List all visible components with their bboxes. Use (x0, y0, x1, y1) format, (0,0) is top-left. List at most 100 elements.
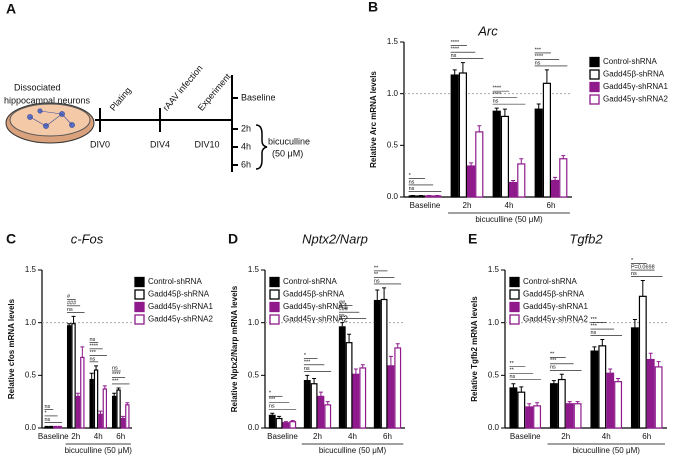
bar (525, 406, 534, 429)
significance-label: ### (339, 307, 349, 313)
error-bar (575, 401, 580, 404)
significance-label: ns (112, 365, 118, 371)
y-axis-label: Relative cfos mRNA levels (7, 298, 16, 399)
bar (71, 323, 76, 429)
error-bar (318, 391, 323, 397)
significance-label: # (67, 294, 71, 300)
error-bar (67, 323, 72, 326)
significance-label: ns (631, 271, 637, 277)
bar (89, 378, 94, 429)
legend-swatch (269, 289, 280, 300)
y-tick-label: 0.0 (248, 423, 260, 432)
error-bar (89, 372, 94, 380)
significance-label: * (631, 258, 634, 264)
legend-swatch (269, 314, 280, 325)
error-bar (49, 425, 54, 427)
error-bar (527, 403, 532, 407)
error-bar (75, 392, 80, 397)
significance-label: ns (89, 356, 95, 362)
day-label: DIV0 (90, 139, 110, 149)
bar (359, 367, 367, 429)
bar (433, 195, 442, 198)
bar (654, 366, 663, 429)
panel-label: A (6, 1, 16, 17)
bar (125, 404, 130, 429)
error-bar (656, 361, 661, 367)
bar (345, 342, 353, 429)
bar (559, 158, 568, 198)
significance-label: *** (590, 323, 597, 329)
panel-a: A Dissociated hippocampal neurons Platin… (4, 1, 310, 172)
error-bar (427, 194, 432, 196)
error-bar (340, 322, 345, 327)
x-tick-label: 6h (642, 432, 651, 441)
legend-swatch (589, 69, 600, 80)
significance-label: *** (590, 317, 597, 323)
bar (380, 298, 388, 429)
legend-label: Gadd45β-shRNA (523, 290, 585, 299)
y-tick-label: 1.5 (25, 265, 37, 274)
bar (557, 378, 566, 429)
error-bar (608, 368, 613, 374)
chart-title: Nptx2/Narp (302, 231, 368, 246)
error-bar (561, 155, 566, 159)
error-bar (460, 62, 465, 73)
error-bar (388, 355, 393, 366)
neurons (27, 108, 75, 129)
error-bar (477, 125, 482, 132)
significance-label: *** (550, 358, 557, 364)
legend-swatch (134, 314, 145, 325)
error-bar (410, 194, 415, 196)
error-bar (312, 377, 317, 384)
bar (458, 72, 468, 198)
y-tick-label: 0.0 (387, 192, 399, 201)
chart-title: c-Fos (71, 231, 104, 246)
bar (509, 181, 518, 198)
error-bar (544, 69, 549, 84)
bar (57, 426, 63, 429)
significance-label: * (44, 410, 47, 416)
bar (492, 110, 501, 198)
treatment-label: (50 μM) (272, 148, 303, 158)
bar (590, 350, 599, 429)
legend-label: Control-shRNA (523, 277, 577, 286)
chart-title: Tgfb2 (569, 231, 603, 246)
x-tick-label: 2h (313, 432, 322, 441)
bar (425, 195, 434, 198)
significance-label: ns (89, 337, 95, 343)
significance-label: **** (493, 86, 502, 92)
error-bar (270, 412, 275, 416)
error-bar (382, 287, 387, 300)
panel-label: B (368, 0, 378, 15)
bar (387, 365, 395, 429)
significance-label: **** (112, 372, 121, 378)
legend-label: Gadd45γ-shRNA1 (148, 302, 213, 311)
bar (80, 356, 85, 429)
dish-label: Dissociated (14, 82, 61, 92)
y-tick-label: 1.0 (488, 318, 500, 327)
bar (338, 326, 346, 429)
legend-swatch (589, 56, 600, 68)
legend-label: Gadd45β-shRNA (603, 70, 665, 79)
significance-label: ns (269, 404, 275, 410)
legend-swatch (509, 289, 520, 300)
significance-label: ns (67, 307, 73, 313)
bracket (255, 124, 268, 170)
significance-label: ns (535, 60, 541, 66)
bar (111, 395, 117, 429)
significance-label: * (409, 173, 412, 179)
bar (282, 422, 290, 429)
significance-label: **** (89, 343, 98, 349)
x-tick-label: 4h (505, 201, 514, 210)
y-axis-label: Relative Tgfb2 mRNA levels (470, 296, 479, 402)
error-bar (632, 319, 637, 328)
error-bar (418, 194, 423, 196)
bar (352, 373, 360, 429)
error-bar (536, 103, 541, 110)
bar (467, 165, 476, 198)
significance-label: ns (493, 99, 499, 105)
error-bar (125, 402, 130, 405)
x-tick-label: 4h (602, 432, 611, 441)
error-bar (535, 402, 540, 406)
bar (517, 391, 526, 429)
